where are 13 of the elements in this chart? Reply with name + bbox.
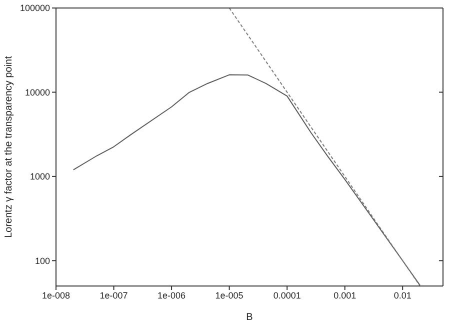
x-tick-label: 1e-006	[158, 290, 186, 300]
x-tick-label: 0.01	[394, 290, 412, 300]
x-axis-title: B	[246, 312, 254, 323]
x-tick-label: 1e-008	[42, 290, 70, 300]
y-tick-label: 100000	[20, 3, 50, 14]
x-tick-label: 1e-005	[215, 290, 244, 300]
y-tick-label: 1000	[30, 172, 50, 182]
x-tick-label: 1e-007	[100, 290, 128, 300]
y-axis-title: Lorentz γ factor at the transparency point	[4, 56, 15, 238]
y-tick-label: 10000	[24, 87, 50, 98]
x-tick-label: 0.0001	[273, 290, 301, 300]
y-tick-label: 100	[34, 256, 50, 266]
x-tick-label: 0.001	[334, 290, 356, 300]
